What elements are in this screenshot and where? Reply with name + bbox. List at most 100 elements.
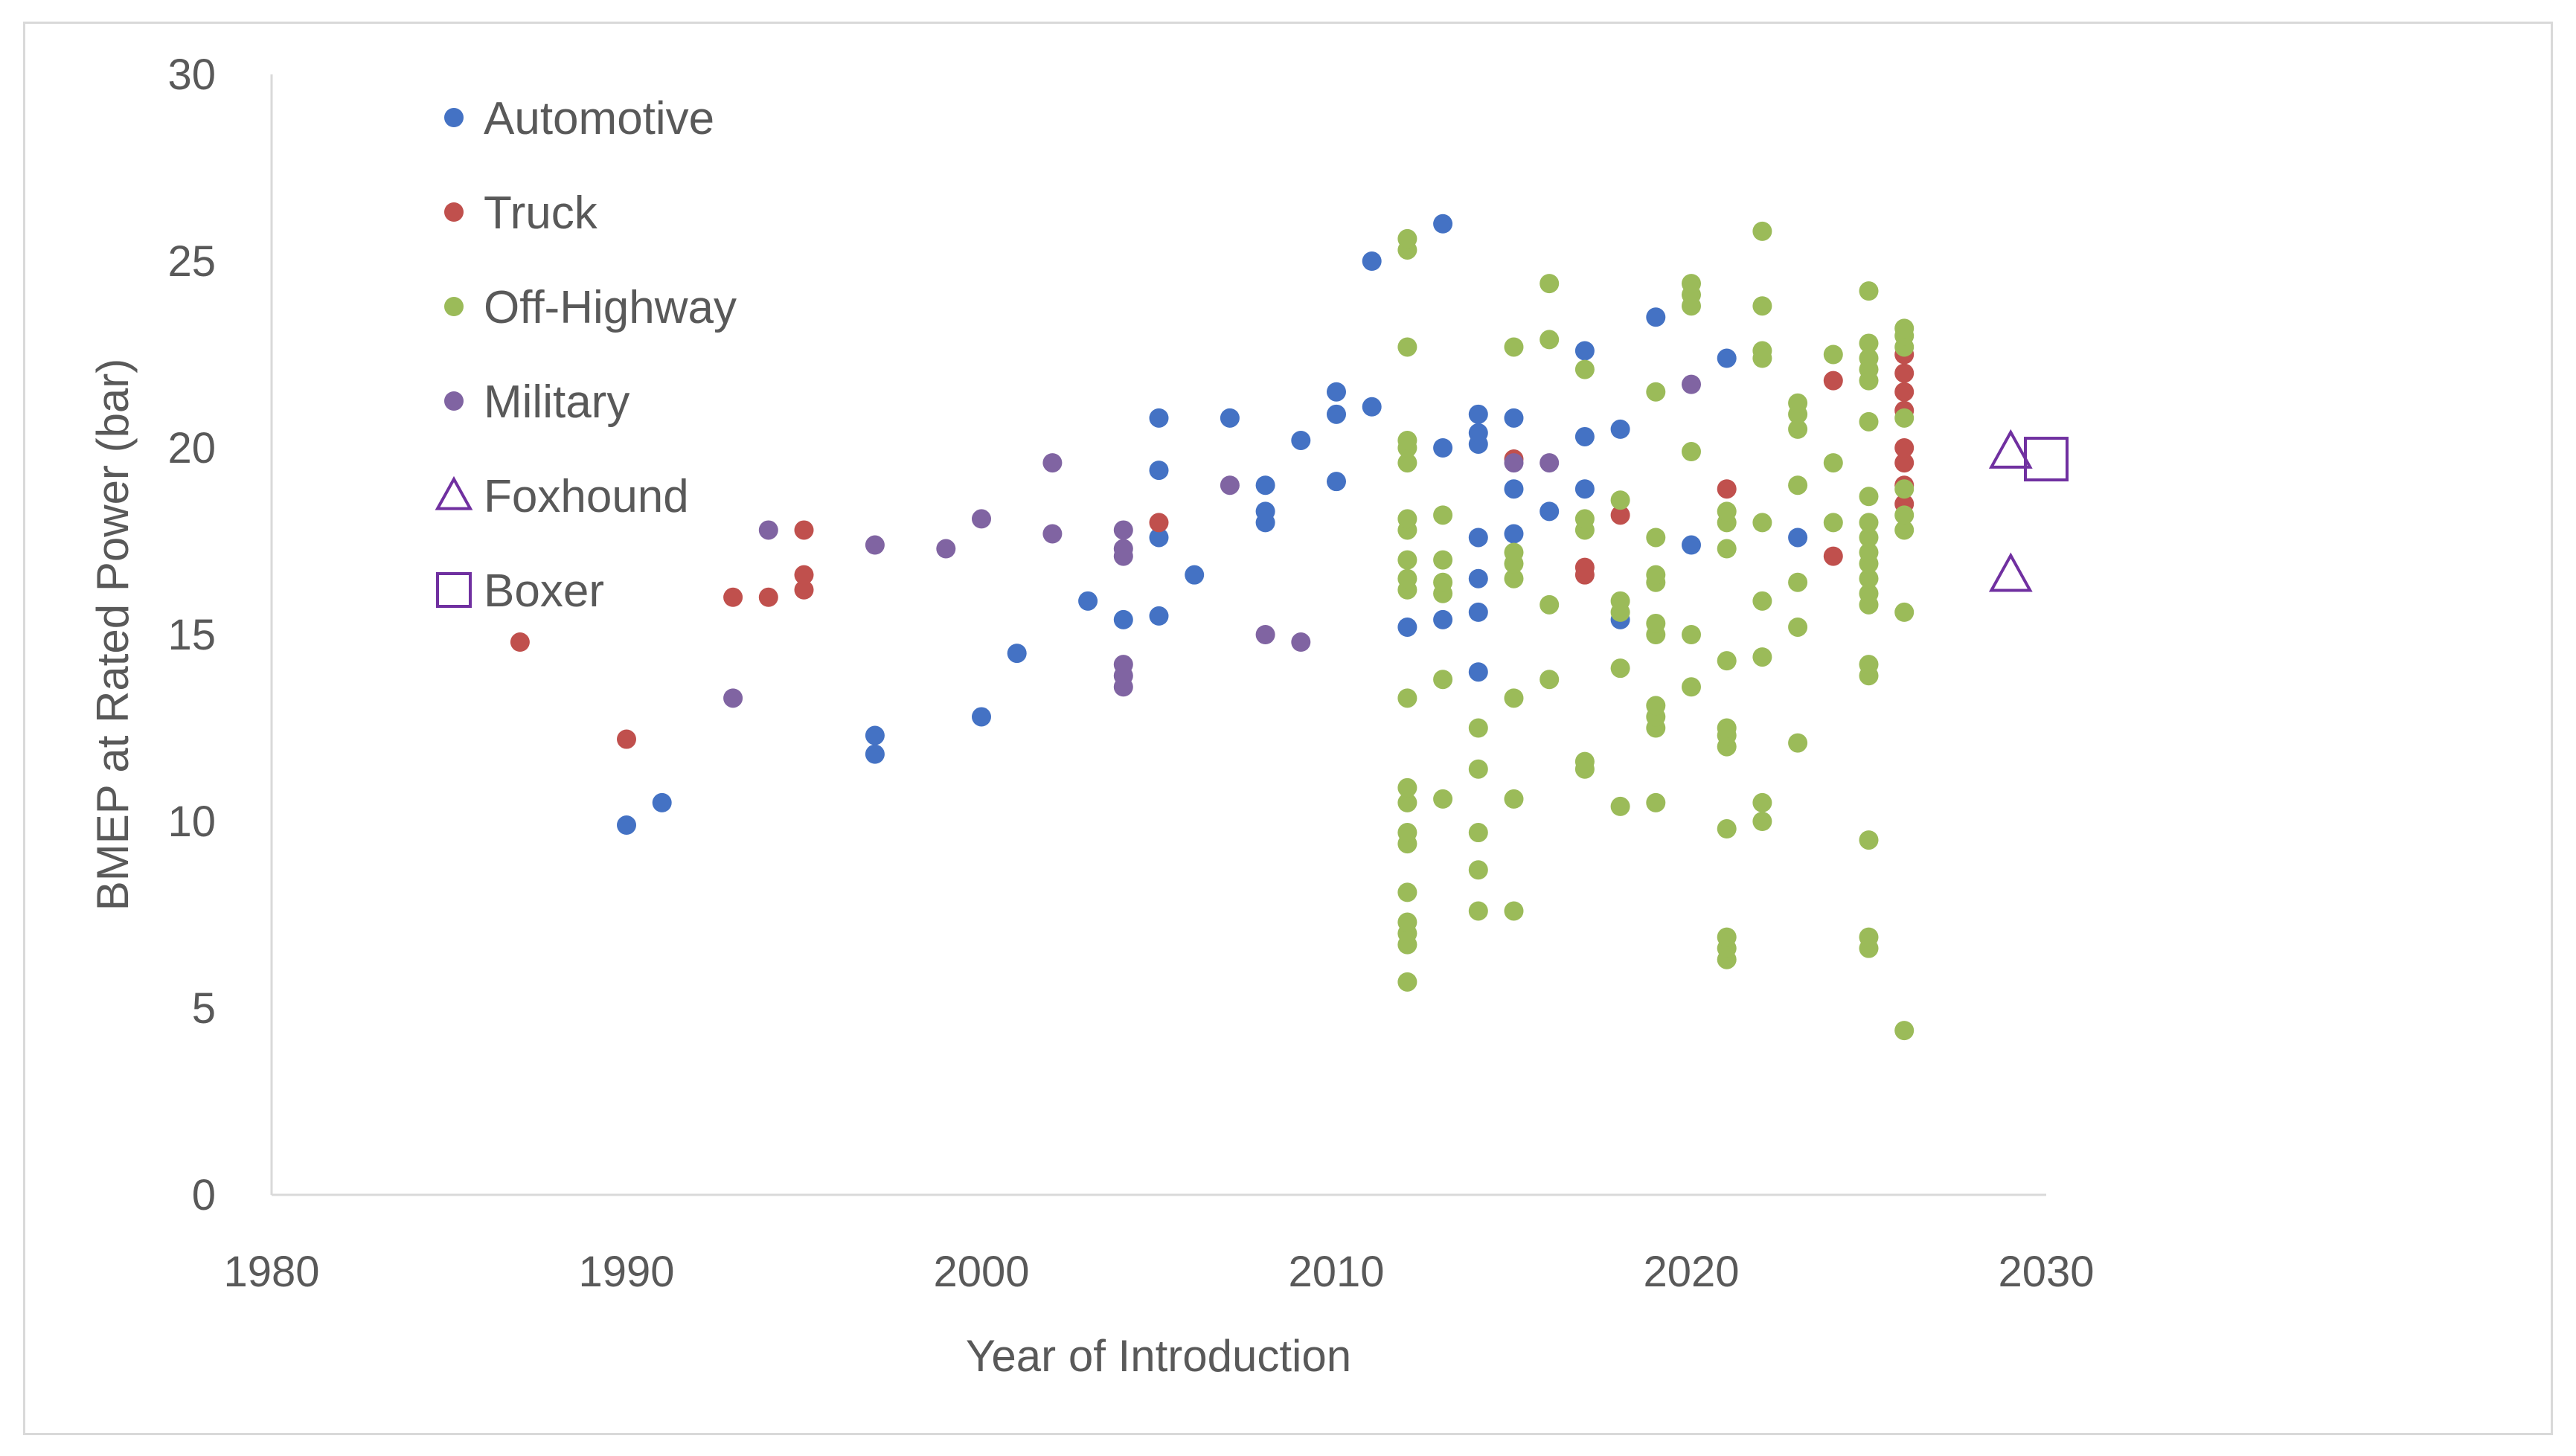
point-off-highway bbox=[1717, 651, 1737, 671]
point-automotive bbox=[1539, 501, 1560, 522]
point-off-highway bbox=[1433, 670, 1453, 690]
point-off-highway bbox=[1397, 792, 1417, 812]
point-off-highway bbox=[1433, 789, 1453, 809]
point-foxhound bbox=[1988, 429, 2033, 469]
point-off-highway bbox=[1468, 823, 1488, 843]
point-off-highway bbox=[1468, 759, 1488, 779]
point-military bbox=[972, 509, 991, 529]
point-off-highway bbox=[1468, 860, 1488, 880]
point-automotive bbox=[1397, 617, 1417, 637]
point-off-highway bbox=[1433, 572, 1453, 592]
point-truck bbox=[617, 729, 636, 749]
point-off-highway bbox=[1752, 341, 1772, 361]
point-off-highway bbox=[1717, 927, 1737, 947]
series-military bbox=[723, 374, 1701, 708]
point-automotive bbox=[1327, 472, 1346, 492]
point-automotive bbox=[1574, 479, 1595, 499]
point-off-highway bbox=[1894, 1021, 1915, 1041]
point-automotive bbox=[1185, 565, 1205, 585]
y-tick-labels: 0 5 10 15 20 25 30 bbox=[167, 51, 216, 1219]
point-off-highway bbox=[1752, 792, 1772, 812]
point-off-highway bbox=[1717, 819, 1737, 839]
y-tick-label: 5 bbox=[192, 984, 216, 1033]
legend-label: Automotive bbox=[484, 93, 714, 144]
x-tick-label: 2030 bbox=[1998, 1248, 2094, 1296]
point-off-highway bbox=[1397, 688, 1417, 708]
point-automotive bbox=[1468, 568, 1488, 589]
point-off-highway bbox=[1646, 792, 1666, 812]
point-off-highway bbox=[1610, 796, 1630, 816]
point-off-highway bbox=[1574, 751, 1595, 772]
point-off-highway bbox=[1397, 882, 1417, 902]
point-off-highway bbox=[1788, 419, 1808, 439]
point-off-highway bbox=[1574, 509, 1595, 529]
series-off-highway bbox=[1397, 221, 1915, 1041]
point-military bbox=[1504, 453, 1524, 473]
y-tick-label: 15 bbox=[167, 611, 216, 659]
point-automotive bbox=[1433, 214, 1453, 234]
point-automotive bbox=[1149, 527, 1169, 548]
legend-marker-automotive bbox=[444, 108, 464, 127]
point-off-highway bbox=[1397, 777, 1417, 798]
point-off-highway bbox=[1539, 670, 1560, 690]
legend-item-military[interactable]: Military bbox=[444, 376, 629, 428]
point-off-highway bbox=[1823, 453, 1843, 473]
legend-label: Foxhound bbox=[484, 471, 689, 522]
point-automotive bbox=[1149, 461, 1169, 481]
legend-item-foxhound[interactable]: Foxhound bbox=[435, 471, 689, 522]
point-automotive bbox=[1504, 408, 1524, 428]
legend-item-boxer[interactable]: Boxer bbox=[436, 565, 604, 617]
point-off-highway bbox=[1717, 539, 1737, 559]
point-automotive bbox=[1433, 438, 1453, 458]
point-military bbox=[1220, 475, 1240, 496]
point-off-highway bbox=[1788, 572, 1808, 592]
chart-frame bbox=[23, 22, 2553, 1435]
point-off-highway bbox=[1397, 912, 1417, 932]
point-automotive bbox=[652, 792, 672, 812]
point-off-highway bbox=[1682, 442, 1701, 462]
point-off-highway bbox=[1859, 348, 1879, 368]
series-boxer bbox=[2024, 437, 2069, 482]
point-automotive bbox=[1468, 404, 1488, 424]
x-axis-title: Year of Introduction bbox=[966, 1331, 1351, 1381]
point-off-highway bbox=[1574, 359, 1595, 379]
point-military bbox=[1113, 520, 1133, 540]
point-off-highway bbox=[1433, 505, 1453, 525]
legend-item-truck[interactable]: Truck bbox=[444, 187, 598, 239]
point-off-highway bbox=[1539, 274, 1560, 294]
series-truck bbox=[510, 344, 1915, 749]
point-automotive bbox=[1078, 591, 1098, 611]
point-automotive bbox=[1007, 644, 1027, 664]
point-automotive bbox=[1362, 251, 1382, 271]
x-tick-label: 2020 bbox=[1643, 1248, 1739, 1296]
point-off-highway bbox=[1717, 501, 1737, 522]
point-off-highway bbox=[1397, 453, 1417, 473]
point-automotive bbox=[1362, 397, 1382, 417]
point-off-highway bbox=[1717, 718, 1737, 738]
point-off-highway bbox=[1468, 901, 1488, 921]
point-automotive bbox=[1468, 423, 1488, 443]
x-tick-label: 2010 bbox=[1288, 1248, 1384, 1296]
point-military bbox=[1682, 374, 1701, 394]
point-automotive bbox=[865, 725, 885, 745]
legend[interactable]: Automotive Truck Off-Highway Military Foxhou… bbox=[435, 93, 737, 617]
point-off-highway bbox=[1859, 411, 1879, 432]
point-off-highway bbox=[1682, 625, 1701, 644]
point-truck bbox=[1894, 363, 1915, 383]
point-military bbox=[865, 535, 885, 555]
legend-item-off-highway[interactable]: Off-Highway bbox=[444, 282, 737, 333]
point-off-highway bbox=[1752, 647, 1772, 667]
point-off-highway bbox=[1646, 696, 1666, 716]
point-truck bbox=[794, 565, 814, 585]
point-off-highway bbox=[1397, 337, 1417, 357]
point-off-highway bbox=[1682, 677, 1701, 697]
point-truck bbox=[794, 580, 814, 600]
point-off-highway bbox=[1539, 330, 1560, 350]
point-military bbox=[936, 539, 956, 559]
point-automotive bbox=[1149, 408, 1169, 428]
point-off-highway bbox=[1504, 688, 1524, 708]
point-automotive bbox=[1574, 341, 1595, 361]
x-tick-labels: 1980 1990 2000 2010 2020 2030 bbox=[223, 1248, 2094, 1296]
point-off-highway bbox=[1894, 318, 1915, 339]
legend-item-automotive[interactable]: Automotive bbox=[444, 93, 714, 144]
